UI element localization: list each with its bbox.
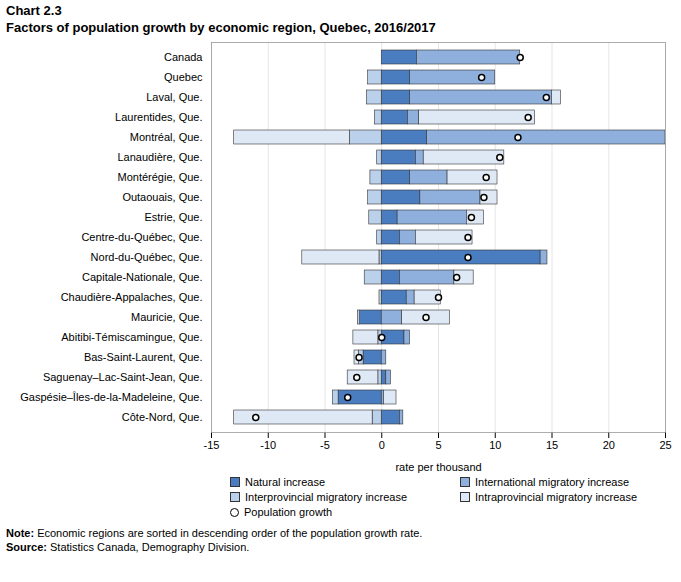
svg-text:0: 0 — [379, 439, 385, 451]
svg-text:10: 10 — [489, 439, 501, 451]
svg-text:Canada: Canada — [164, 51, 203, 63]
html-text:Interprovincial migratory incr: Interprovincial migratory increase — [245, 491, 407, 503]
svg-text:rate per thousand: rate per thousand — [395, 461, 481, 473]
svg-text:25: 25 — [659, 439, 671, 451]
svg-text:-5: -5 — [320, 439, 330, 451]
html-text:Intraprovincial migratory incr: Intraprovincial migratory increase — [475, 491, 637, 503]
svg-text:Capitale-Nationale, Que.: Capitale-Nationale, Que. — [82, 271, 202, 283]
svg-text:Chaudière-Appalaches, Que.: Chaudière-Appalaches, Que. — [61, 291, 203, 303]
svg-text:Laval, Que.: Laval, Que. — [146, 91, 202, 103]
svg-text:Quebec: Quebec — [164, 71, 203, 83]
html-text:International migratory increa: International migratory increase — [475, 476, 630, 488]
svg-text:-15: -15 — [204, 439, 220, 451]
svg-text:Outaouais, Que.: Outaouais, Que. — [122, 191, 202, 203]
svg-text:Montérégie, Que.: Montérégie, Que. — [118, 171, 203, 183]
svg-text:-10: -10 — [260, 439, 276, 451]
html-text:Source: Statistics Canada, Dem: Source: Statistics Canada, Demography Di… — [6, 541, 250, 553]
svg-text:Abitibi-Témiscamingue, Que.: Abitibi-Témiscamingue, Que. — [61, 331, 202, 343]
html-text:Note: Economic regions are sor: Note: Economic regions are sorted in des… — [6, 527, 423, 539]
html-text:Factors of population growth b: Factors of population growth by economic… — [6, 20, 436, 35]
svg-text:Laurentides, Que.: Laurentides, Que. — [115, 111, 202, 123]
svg-text:Estrie, Que.: Estrie, Que. — [144, 211, 202, 223]
html-text:Population growth: Population growth — [244, 506, 333, 518]
svg-text:Lanaudière, Que.: Lanaudière, Que. — [117, 151, 202, 163]
svg-text:Centre-du-Québec, Que.: Centre-du-Québec, Que. — [81, 231, 202, 243]
svg-text:Montréal, Que.: Montréal, Que. — [130, 131, 203, 143]
html-text:Natural increase: Natural increase — [245, 476, 326, 488]
html-text:Chart 2.3: Chart 2.3 — [6, 3, 62, 18]
svg-text:Saguenay–Lac-Saint-Jean, Que.: Saguenay–Lac-Saint-Jean, Que. — [43, 371, 203, 383]
svg-text:15: 15 — [546, 439, 558, 451]
svg-text:Bas-Saint-Laurent, Que.: Bas-Saint-Laurent, Que. — [84, 351, 203, 363]
svg-text:5: 5 — [435, 439, 441, 451]
svg-text:Mauricie, Que.: Mauricie, Que. — [131, 311, 203, 323]
svg-text:Nord-du-Québec, Que.: Nord-du-Québec, Que. — [91, 251, 203, 263]
svg-text:Gaspésie–Îles-de-la-Madeleine,: Gaspésie–Îles-de-la-Madeleine, Que. — [20, 391, 202, 403]
svg-text:20: 20 — [603, 439, 615, 451]
svg-text:Côte-Nord, Que.: Côte-Nord, Que. — [122, 411, 203, 423]
